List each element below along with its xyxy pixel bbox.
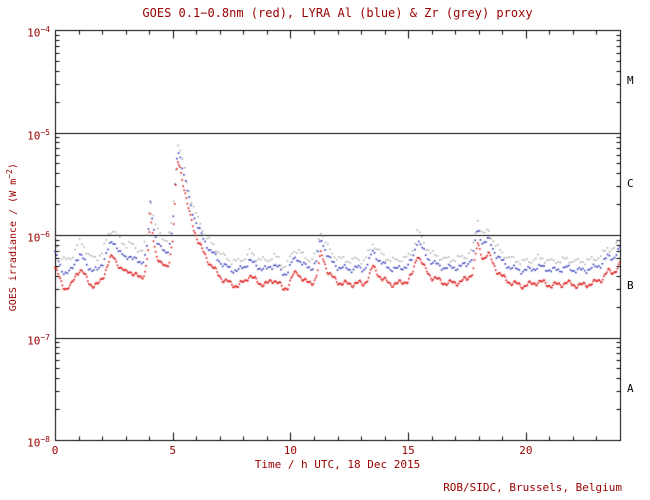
flare-class-label-m: M [627, 74, 634, 88]
chart-title: GOES 0.1−0.8nm (red), LYRA Al (blue) & Z… [142, 6, 533, 20]
y-axis-label: GOES irradiance / (W m−2) [3, 32, 21, 442]
y-axis-label-exponent: −2 [4, 169, 14, 179]
x-tick-label: 20 [519, 444, 533, 457]
y-tick-label: 10−4 [27, 25, 50, 40]
y-tick-label: 10−7 [27, 332, 50, 348]
x-tick-label: 5 [169, 444, 177, 457]
x-axis-label: Time / h UTC, 18 Dec 2015 [254, 458, 421, 471]
y-axis-label-end: ) [8, 163, 20, 170]
y-tick-label: 10−5 [27, 127, 50, 143]
x-tick-label: 15 [401, 444, 415, 457]
x-tick-label: 10 [283, 444, 298, 457]
credit-text: ROB/SIDC, Brussels, Belgium [443, 481, 622, 494]
flare-class-label-b: B [627, 279, 634, 293]
flare-class-label-c: C [627, 176, 634, 190]
y-axis-label-text: GOES irradiance / (W m [8, 178, 20, 312]
x-tick-label: 0 [51, 444, 59, 457]
flare-class-label-a: A [627, 381, 634, 395]
y-tick-label: 10−8 [27, 435, 50, 450]
y-tick-label: 10−6 [27, 230, 50, 245]
